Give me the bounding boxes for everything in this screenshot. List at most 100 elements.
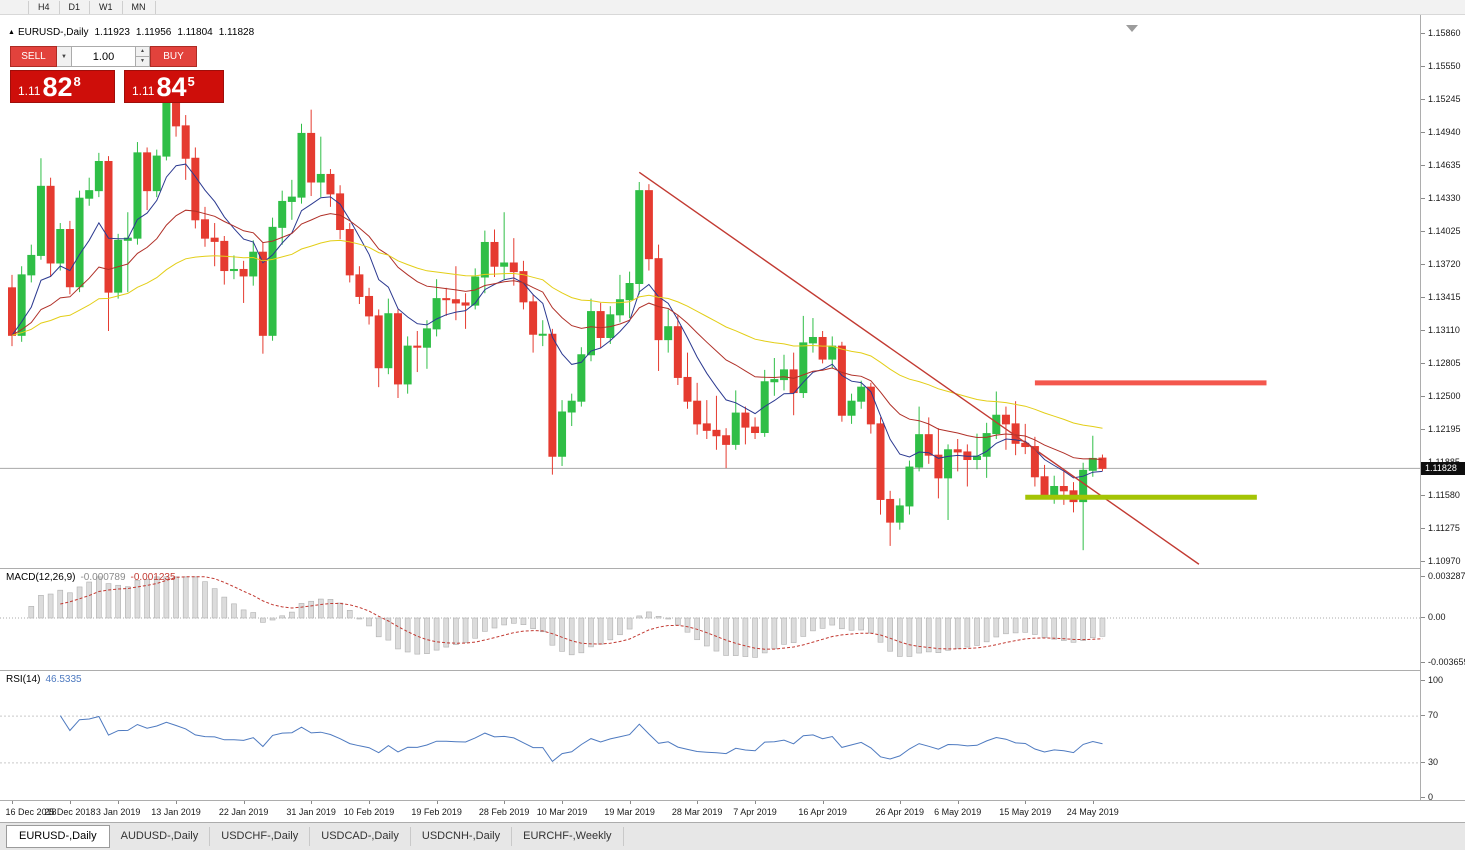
chart-ohlc-header: ▲ EURUSD-,Daily 1.11923 1.11956 1.11804 1.118… xyxy=(8,27,260,38)
macd-tick-label: -0.003659 xyxy=(1428,657,1465,667)
price-tick-mark xyxy=(1421,132,1425,133)
chart-title: EURUSD-,Daily xyxy=(17,27,89,38)
candlestick-chart[interactable] xyxy=(0,15,1420,568)
ohlc-low: 1.11804 xyxy=(177,27,213,38)
price-tick-label: 1.12805 xyxy=(1428,358,1461,368)
date-tick-mark xyxy=(697,801,699,804)
volume-decrease-button[interactable]: ▼ xyxy=(136,56,149,66)
timeframe-button-h4[interactable]: H4 xyxy=(28,0,60,14)
tab-eurchf-weekly[interactable]: EURCHF-,Weekly xyxy=(512,827,624,846)
ask-price-button[interactable]: 1.11 84 5 xyxy=(124,70,224,103)
macd-chart[interactable] xyxy=(0,569,1420,670)
price-tick-label: 1.10970 xyxy=(1428,556,1461,566)
price-tick-mark xyxy=(1421,429,1425,430)
date-tick-label: 10 Mar 2019 xyxy=(536,807,588,817)
price-tick-mark xyxy=(1421,264,1425,265)
macd-value-main: -0.000789 xyxy=(80,572,126,583)
date-tick-mark xyxy=(12,801,13,804)
rsi-tick-label: 0 xyxy=(1428,792,1434,802)
rsi-value: 46.5335 xyxy=(45,674,82,685)
date-tick-label: 19 Feb 2019 xyxy=(411,807,462,817)
date-tick-mark xyxy=(899,801,901,804)
price-chart-pane[interactable]: ▲ EURUSD-,Daily 1.11923 1.11956 1.11804 1.118… xyxy=(0,15,1465,568)
price-tick-mark xyxy=(1421,231,1425,232)
price-tick-label: 1.11275 xyxy=(1428,523,1460,533)
volume-input[interactable] xyxy=(72,46,136,67)
volume-increase-button[interactable]: ▲ xyxy=(136,47,149,56)
price-tick-mark xyxy=(1421,396,1425,397)
price-tick-mark xyxy=(1421,528,1425,529)
date-tick-mark xyxy=(176,801,178,804)
macd-indicator-pane[interactable]: MACD(12,26,9) -0.000789 -0.001235 xyxy=(0,568,1465,670)
price-tick-label: 1.14635 xyxy=(1428,160,1461,170)
price-tick-label: 1.15550 xyxy=(1428,61,1461,71)
price-tick-label: 1.15860 xyxy=(1428,28,1461,38)
price-tick-label: 1.14025 xyxy=(1428,226,1461,236)
date-tick-label: 16 Dec 2018 xyxy=(5,807,57,817)
date-tick-label: 26 Apr 2019 xyxy=(875,807,925,817)
date-tick-mark xyxy=(562,801,564,804)
rsi-chart[interactable] xyxy=(0,671,1420,800)
chart-tab-bar: EURUSD-,Daily AUDUSD-,Daily USDCHF-,Daily U… xyxy=(0,822,1465,850)
rsi-tick-label: 30 xyxy=(1428,757,1439,767)
rsi-tick-label: 100 xyxy=(1428,675,1444,685)
date-tick-mark xyxy=(369,801,371,804)
price-tick-mark xyxy=(1421,330,1425,331)
price-tick-label: 1.11580 xyxy=(1428,490,1460,500)
chart-shift-marker-icon[interactable] xyxy=(1126,25,1138,32)
price-tick-mark xyxy=(1421,561,1425,562)
ohlc-open: 1.11923 xyxy=(94,27,130,38)
sell-button[interactable]: SELL xyxy=(10,46,57,67)
price-tick-mark xyxy=(1421,495,1425,496)
macd-tick-mark xyxy=(1421,617,1425,618)
bid-price-button[interactable]: 1.11 82 8 xyxy=(10,70,115,103)
date-tick-label: 28 Mar 2019 xyxy=(671,807,723,817)
date-tick-mark xyxy=(957,801,959,804)
buy-button[interactable]: BUY xyxy=(150,46,197,67)
tab-usdcad-daily[interactable]: USDCAD-,Daily xyxy=(310,827,411,846)
timeframe-button-mn[interactable]: MN xyxy=(123,0,156,14)
price-tick-mark xyxy=(1421,33,1425,34)
date-tick-label: 3 Jan 2019 xyxy=(95,807,141,817)
ma-line-45 xyxy=(11,239,1103,429)
macd-value-signal: -0.001235 xyxy=(130,572,176,583)
volume-stepper: ▲ ▼ xyxy=(136,46,150,67)
price-tick-label: 1.14940 xyxy=(1428,127,1461,137)
price-tick-label: 1.13110 xyxy=(1428,325,1460,335)
date-tick-label: 6 May 2019 xyxy=(934,807,982,817)
tab-usdchf-daily[interactable]: USDCHF-,Daily xyxy=(210,827,311,846)
price-tick-label: 1.11885 xyxy=(1428,457,1460,467)
date-tick-mark xyxy=(755,801,757,804)
rsi-tick-mark xyxy=(1421,762,1425,763)
date-tick-mark xyxy=(69,801,71,804)
macd-name: MACD(12,26,9) xyxy=(6,572,76,583)
rsi-tick-mark xyxy=(1421,680,1425,681)
rsi-label: RSI(14) 46.5335 xyxy=(6,674,87,685)
tab-usdcnh-daily[interactable]: USDCNH-,Daily xyxy=(411,827,513,846)
tab-eurusd-daily[interactable]: EURUSD-,Daily xyxy=(6,825,110,848)
ma-line-8 xyxy=(11,163,1103,479)
macd-tick-mark xyxy=(1421,662,1425,663)
price-tick-mark xyxy=(1421,99,1425,100)
rsi-name: RSI(14) xyxy=(6,674,41,685)
date-tick-mark xyxy=(629,801,631,804)
date-axis: 16 Dec 2018 25 Dec 2018 3 Jan 2019 13 Jan 2… xyxy=(0,800,1465,822)
macd-tick-label: 0.00 xyxy=(1428,612,1446,622)
date-tick-label: 22 Jan 2019 xyxy=(218,807,269,817)
price-axis: 1.15860 1.15550 1.15245 1.14940 1.14635 1.143… xyxy=(1420,15,1465,802)
ohlc-close: 1.11828 xyxy=(218,27,255,38)
timeframe-button-w1[interactable]: W1 xyxy=(90,0,123,14)
trade-controls-row: SELL ▼ ▲ ▼ BUY xyxy=(10,46,232,67)
chevron-down-icon: ▼ xyxy=(61,53,67,60)
tab-audusd-daily[interactable]: AUDUSD-,Daily xyxy=(110,827,211,846)
date-tick-mark xyxy=(822,801,824,804)
timeframe-button-d1[interactable]: D1 xyxy=(60,0,91,14)
descending-trendline[interactable] xyxy=(638,171,1200,565)
rsi-tick-label: 70 xyxy=(1428,710,1439,720)
price-tick-mark xyxy=(1421,363,1425,364)
ask-price-prefix: 1.11 xyxy=(132,84,155,98)
rsi-indicator-pane[interactable]: RSI(14) 46.5335 xyxy=(0,670,1465,800)
date-tick-label: 25 Dec 2018 xyxy=(44,807,96,817)
volume-dropdown-button[interactable]: ▼ xyxy=(57,46,72,67)
